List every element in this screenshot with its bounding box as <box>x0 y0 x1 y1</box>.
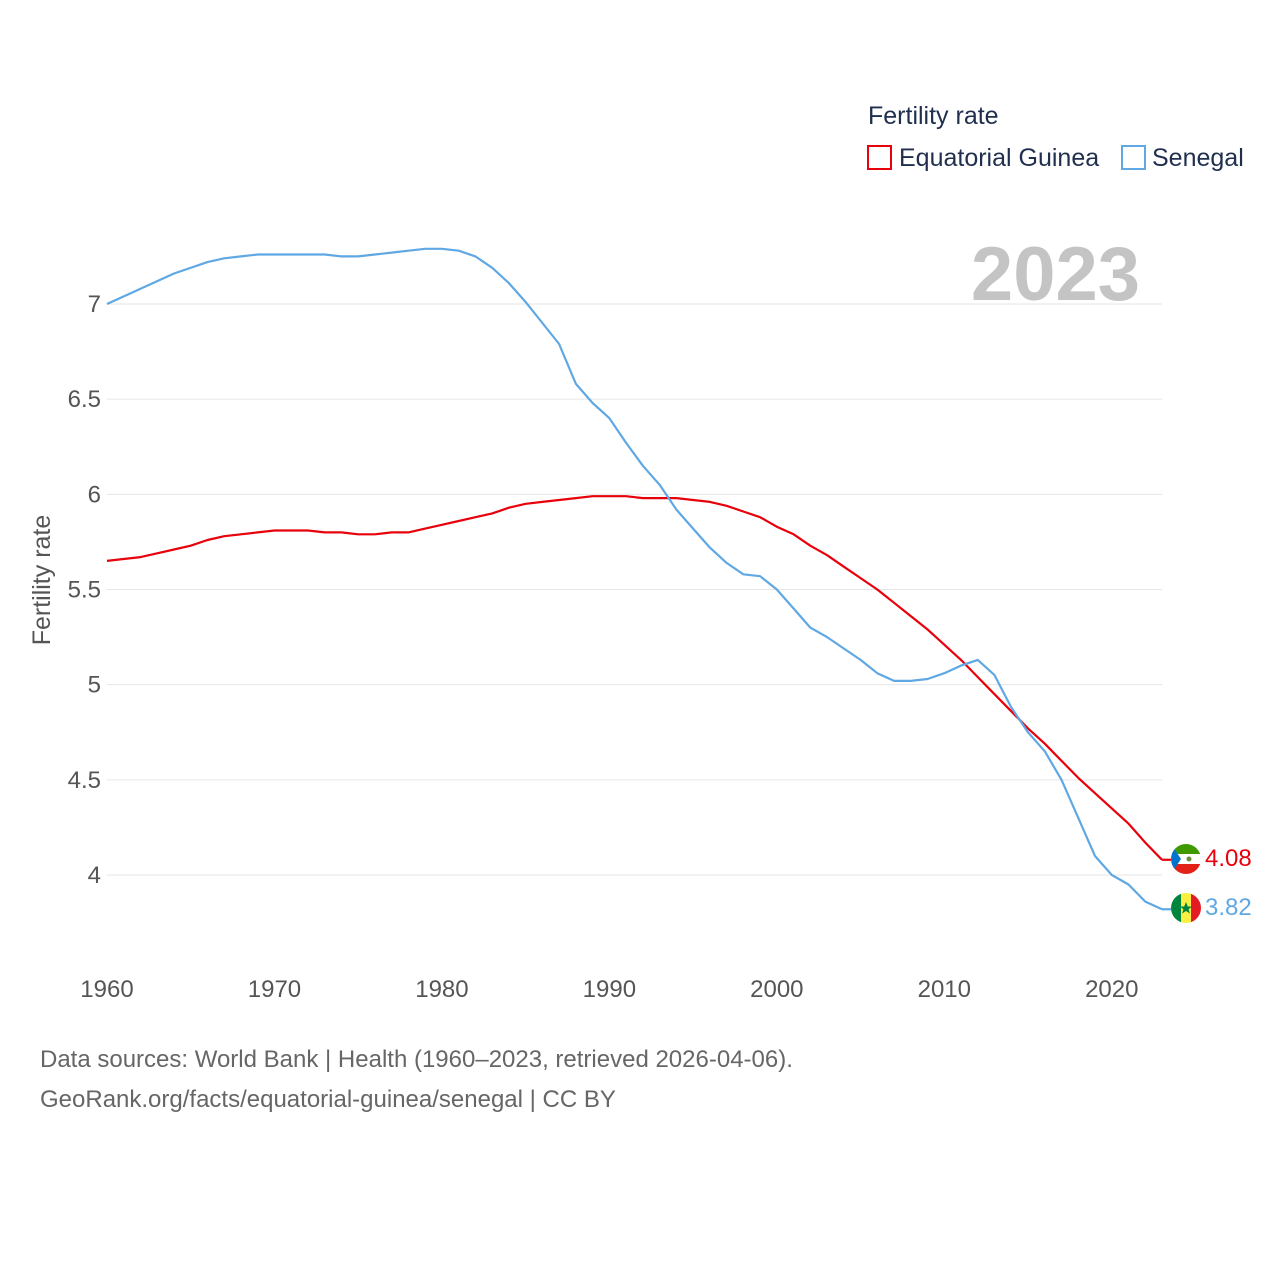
series-line-senegal <box>106 247 1163 911</box>
y-axis-ticks: 4 4.5 5 5.5 6 6.5 7 <box>68 291 101 889</box>
legend-item-senegal[interactable]: Senegal <box>1121 144 1244 172</box>
x-tick-label: 1980 <box>415 976 468 1003</box>
legend-swatch-equatorial-guinea <box>867 145 892 170</box>
attribution-line: GeoRank.org/facts/equatorial-guinea/sene… <box>40 1086 616 1113</box>
equatorial-guinea-flag-icon <box>1171 844 1201 874</box>
y-tick-label: 6 <box>88 481 101 508</box>
x-tick-label: 2020 <box>1085 976 1138 1003</box>
senegal-flag-icon <box>1171 893 1201 923</box>
end-marker-senegal: 3.82 <box>1171 893 1252 923</box>
gridlines <box>107 303 1162 876</box>
y-tick-label: 4 <box>88 862 101 889</box>
fertility-rate-chart: 4 4.5 5 5.5 6 6.5 7 1960 1970 1980 1990 2000 2010 20… <box>28 102 1252 1003</box>
x-tick-label: 1990 <box>583 976 636 1003</box>
series-lines <box>106 247 1171 911</box>
y-tick-label: 6.5 <box>68 386 101 413</box>
year-label: 2023 <box>971 232 1140 317</box>
legend-label-senegal: Senegal <box>1152 144 1244 172</box>
end-marker-equatorial-guinea: 4.08 <box>1171 844 1252 874</box>
legend-item-equatorial-guinea[interactable]: Equatorial Guinea <box>867 144 1099 172</box>
legend-swatch-senegal <box>1121 145 1146 170</box>
x-tick-label: 2010 <box>918 976 971 1003</box>
y-tick-label: 5 <box>88 672 101 699</box>
x-axis-ticks: 1960 1970 1980 1990 2000 2010 2020 <box>80 976 1138 1003</box>
x-tick-label: 2000 <box>750 976 803 1003</box>
legend-title: Fertility rate <box>868 102 999 130</box>
y-axis-label: Fertility rate <box>28 515 56 646</box>
y-tick-label: 4.5 <box>68 767 101 794</box>
end-value-senegal: 3.82 <box>1205 894 1252 921</box>
end-value-equatorial-guinea: 4.08 <box>1205 845 1252 872</box>
x-tick-label: 1970 <box>248 976 301 1003</box>
legend-label-equatorial-guinea: Equatorial Guinea <box>899 144 1099 172</box>
y-tick-label: 5.5 <box>68 577 101 604</box>
y-tick-label: 7 <box>88 291 101 318</box>
series-line-equatorial-guinea <box>106 495 1163 861</box>
x-tick-label: 1960 <box>80 976 133 1003</box>
source-line: Data sources: World Bank | Health (1960–… <box>40 1046 793 1073</box>
source-footer: Data sources: World Bank | Health (1960–… <box>40 1040 793 1120</box>
